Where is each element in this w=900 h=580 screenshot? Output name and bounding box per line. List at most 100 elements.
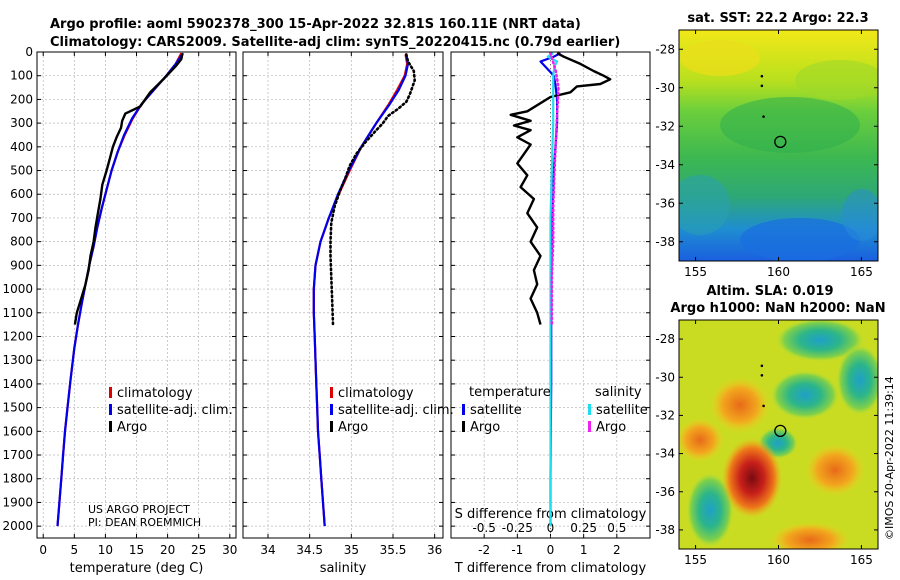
legend-label-satellite: satellite-adj. clim. xyxy=(338,403,454,418)
legend-label-sal-argo: Argo xyxy=(596,420,626,435)
series-line-1 xyxy=(509,52,612,325)
legend-label-satellite: satellite-adj. clim. xyxy=(117,403,233,418)
x2-tick-label: -0.5 xyxy=(472,521,495,535)
x2-tick-label: 0.5 xyxy=(607,521,626,535)
legend-swatch-sal-satellite xyxy=(588,404,591,415)
map-y-tick-label: -32 xyxy=(655,408,675,422)
series-line-1 xyxy=(56,52,185,527)
credit-line2: PI: DEAN ROEMMICH xyxy=(88,516,201,529)
sst-map: sat. SST: 22.2 Argo: 22.3 155 160 165 -28 -3… xyxy=(655,11,879,279)
y-tick-label: 200 xyxy=(10,92,33,106)
sla-map-float-marks xyxy=(760,364,787,438)
sst-map-ticks: 155 160 165 -28 -30 -32 -34 -36 -38 xyxy=(655,30,878,279)
x-axis-label: T difference from climatology xyxy=(454,561,647,576)
figure-title-line2: Climatology: CARS2009. Satellite-adj cli… xyxy=(50,35,620,50)
series-line-2 xyxy=(329,53,416,326)
y-tick-label: 1300 xyxy=(2,353,33,367)
y-tick-label: 1500 xyxy=(2,401,33,415)
x-tick-label: 5 xyxy=(70,543,78,557)
map-y-tick-label: -36 xyxy=(655,485,675,499)
sla-map-subtitle: Argo h1000: NaN h2000: NaN xyxy=(670,301,885,316)
sla-cool-eddy-center xyxy=(770,370,840,420)
y-tick-label: 1900 xyxy=(2,495,33,509)
legend-swatch-temp-argo xyxy=(462,421,465,432)
x-tick-label: 15 xyxy=(129,543,144,557)
legend-label-temp-argo: Argo xyxy=(470,420,500,435)
map-x-tick-label: 160 xyxy=(767,553,790,567)
map-y-tick-label: -38 xyxy=(655,523,675,537)
legend-swatch-climatology xyxy=(330,387,333,398)
x-axis-label: salinity xyxy=(320,561,367,576)
x-tick-label: 10 xyxy=(98,543,113,557)
grid xyxy=(37,51,236,538)
curves xyxy=(509,52,612,527)
map-x-tick-label: 155 xyxy=(684,265,707,279)
salinity-panel: 34 34.5 35 35.5 36 salinity xyxy=(242,51,444,576)
temperature-panel: 0100200300400500600700800900100011001200… xyxy=(2,45,237,576)
legend-swatch-sal-argo xyxy=(588,421,591,432)
credit-line1: US ARGO PROJECT xyxy=(88,503,190,516)
y-tick-label: 1000 xyxy=(2,282,33,296)
sla-warm-patch-west xyxy=(679,418,724,462)
panel-frame xyxy=(450,51,651,539)
x2-tick-label: -0.25 xyxy=(502,521,533,535)
panel-frame xyxy=(36,51,237,539)
sla-cool-eddy-southwest xyxy=(686,472,734,548)
track-point xyxy=(762,115,765,118)
legend-swatch-argo xyxy=(109,421,112,432)
map-y-tick-label: -32 xyxy=(655,119,675,133)
x-tick-label: -2 xyxy=(478,543,490,557)
y-tick-label: 600 xyxy=(10,187,33,201)
sst-cool-patch-east xyxy=(842,189,878,241)
x-tick-label: 2 xyxy=(613,543,621,557)
panel-frame xyxy=(242,51,444,539)
map-y-tick-label: -28 xyxy=(655,332,675,346)
x-axis-label: temperature (deg C) xyxy=(70,561,204,576)
map-y-tick-label: -36 xyxy=(655,196,675,210)
difference-panel: -2 -1 0 1 2-0.5 -0.25 0 0.25 0.5S difference fro… xyxy=(450,51,651,576)
track-point xyxy=(760,74,764,78)
imos-watermark: ©IMOS 20-Apr-2022 11:39:14 xyxy=(883,376,896,540)
x-tick-label: 34.5 xyxy=(296,543,323,557)
y-tick-label: 1800 xyxy=(2,472,33,486)
y-tick-label: 400 xyxy=(10,140,33,154)
map-y-tick-label: -34 xyxy=(655,447,675,461)
sla-cool-eddy-north xyxy=(775,320,865,362)
map-x-tick-label: 165 xyxy=(850,265,873,279)
map-x-tick-label: 160 xyxy=(767,265,790,279)
y-tick-label: 1100 xyxy=(2,306,33,320)
x-tick-label: 35 xyxy=(344,543,359,557)
y-tick-label: 1200 xyxy=(2,329,33,343)
series-line-2 xyxy=(546,52,559,527)
legend-title-salinity: salinity xyxy=(595,385,642,400)
series-line-3 xyxy=(549,52,560,326)
track-point xyxy=(760,84,764,88)
float-position-marker xyxy=(774,424,787,438)
x-tick-label: 35.5 xyxy=(380,543,407,557)
sla-field xyxy=(679,320,878,549)
x-tick-label: 20 xyxy=(160,543,175,557)
legend-temperature-panel: climatology satellite-adj. clim. Argo xyxy=(109,386,233,435)
y-tick-label: 1600 xyxy=(2,424,33,438)
sst-map-float-marks xyxy=(760,74,787,148)
y-tick-label: 900 xyxy=(10,258,33,272)
y-tick-label: 300 xyxy=(10,116,33,130)
sst-green-patch xyxy=(720,97,860,153)
sst-cool-patch-west xyxy=(679,175,730,235)
sst-mid-patch xyxy=(795,60,878,100)
grid xyxy=(243,51,443,538)
float-position-marker xyxy=(774,135,787,148)
y-tick-label: 1700 xyxy=(2,448,33,462)
curves xyxy=(312,53,416,527)
map-y-tick-label: -30 xyxy=(655,81,675,95)
legend-label-climatology: climatology xyxy=(117,386,193,401)
figure-title-line1: Argo profile: aoml 5902378_300 15-Apr-20… xyxy=(50,17,581,32)
sla-map-ticks: 155 160 165 -28 -30 -32 -34 -36 -38 xyxy=(655,320,878,567)
legend-swatch-temp-satellite xyxy=(462,404,465,415)
x-tick-label: 30 xyxy=(222,543,237,557)
legend-label-climatology: climatology xyxy=(338,386,414,401)
y-tick-label: 100 xyxy=(10,69,33,83)
map-y-tick-label: -30 xyxy=(655,370,675,384)
track-point xyxy=(762,404,765,408)
curves xyxy=(56,52,185,527)
